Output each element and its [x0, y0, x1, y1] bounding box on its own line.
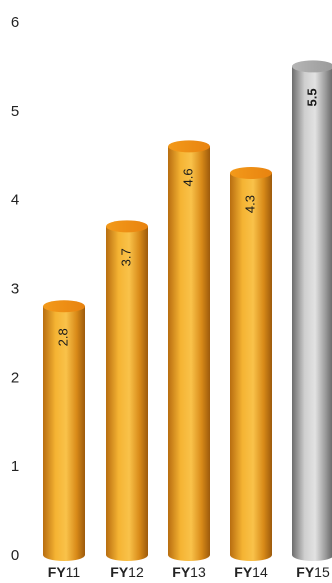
bar-top — [106, 220, 148, 233]
bar-top — [168, 140, 210, 153]
y-axis-ticks: 0 1 2 3 4 5 6 — [11, 14, 19, 564]
y-tick-label: 6 — [11, 14, 19, 31]
x-tick-label: FY12 — [110, 564, 144, 580]
bar: 4.3 — [230, 167, 272, 561]
y-tick-label: 5 — [11, 103, 19, 120]
x-tick-suffix: 11 — [66, 564, 81, 580]
x-tick-suffix: 15 — [314, 564, 330, 580]
bar-value-label: 2.8 — [55, 328, 70, 346]
x-tick-prefix: FY — [296, 564, 315, 580]
bar: 2.8 — [43, 300, 85, 561]
bar-value-label: 3.7 — [118, 248, 133, 266]
bar: 4.6 — [168, 140, 210, 561]
y-tick-label: 1 — [11, 458, 19, 475]
x-tick-suffix: 14 — [252, 564, 268, 580]
bar-value-label: 5.5 — [304, 88, 319, 106]
bars: 2.8 3.7 4.6 4.3 5.5 — [43, 60, 332, 561]
bar-top — [292, 60, 332, 73]
y-tick-label: 3 — [11, 281, 19, 298]
bar-top — [43, 300, 85, 313]
bar-body — [106, 226, 148, 556]
bar-body — [43, 306, 85, 555]
y-tick-label: 2 — [11, 369, 19, 386]
x-tick-prefix: FY — [234, 564, 253, 580]
bar-body — [292, 66, 332, 556]
bar-value-label: 4.3 — [242, 195, 257, 213]
x-tick-label: FY15 — [296, 564, 330, 580]
x-tick-prefix: FY — [110, 564, 129, 580]
x-tick-label: FY14 — [234, 564, 268, 580]
x-axis-labels: FY11 FY12 FY13 FY14 FY15 — [48, 564, 330, 580]
bar-value-label: 4.6 — [180, 168, 195, 186]
y-tick-label: 4 — [11, 192, 19, 209]
x-tick-suffix: 13 — [190, 564, 206, 580]
x-tick-prefix: FY — [48, 564, 67, 580]
bar: 5.5 — [292, 60, 332, 561]
bar: 3.7 — [106, 220, 148, 561]
bar-top — [230, 167, 272, 180]
bar-body — [168, 146, 210, 555]
x-tick-label: FY13 — [172, 564, 206, 580]
bar-body — [230, 173, 272, 555]
x-tick-label: FY11 — [48, 564, 81, 580]
y-tick-label: 0 — [11, 547, 19, 564]
x-tick-prefix: FY — [172, 564, 191, 580]
x-tick-suffix: 12 — [128, 564, 144, 580]
